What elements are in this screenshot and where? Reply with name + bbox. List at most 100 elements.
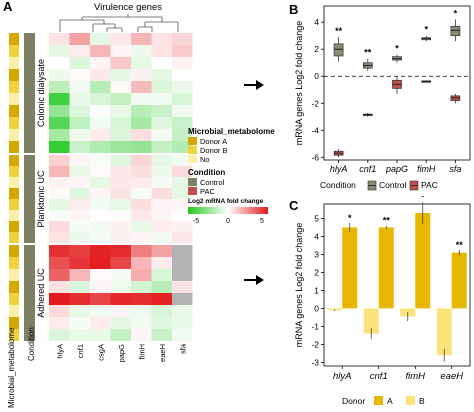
heatmap-cell	[49, 199, 70, 210]
group-label: Colonic dialysate	[36, 59, 46, 127]
bar-donor-a	[378, 227, 394, 309]
x-tick-label: eaeH	[440, 371, 463, 382]
heatmap-cell	[110, 293, 131, 305]
heatmap-cell	[69, 105, 90, 117]
heatmap-cell	[90, 199, 111, 210]
heatmap-cell	[172, 69, 193, 81]
y-tick-label: 0	[314, 303, 319, 313]
heatmap-cell	[49, 69, 70, 81]
heatmap-cell	[69, 57, 90, 69]
significance-marker: *	[454, 9, 458, 19]
heatmap-cell	[172, 210, 193, 221]
legend-swatch	[188, 187, 197, 195]
heatmap-cell	[90, 81, 111, 93]
heatmap-cell	[49, 177, 70, 188]
metabolome-annotation-cell	[9, 293, 19, 305]
heatmap-cell	[49, 129, 70, 141]
gene-label: papG	[117, 344, 126, 363]
legend-swatch	[374, 396, 383, 405]
heatmap-cell	[69, 317, 90, 329]
heatmap-cell	[49, 221, 70, 232]
heatmap-cell	[151, 329, 172, 341]
heatmap-cell	[151, 141, 172, 153]
metabolome-annotation-cell	[9, 317, 19, 329]
heatmap-cell	[131, 293, 152, 305]
y-tick-label: 2	[314, 44, 319, 54]
x-tick-label: sfa	[449, 164, 461, 174]
heatmap-cell	[69, 188, 90, 199]
heatmap-cell	[49, 141, 70, 153]
y-tick-label: 4	[314, 231, 319, 241]
heatmap-cell	[172, 129, 193, 141]
heatmap-cell	[49, 81, 70, 93]
heatmap-cell	[49, 155, 70, 166]
heatmap-cell	[172, 293, 193, 305]
y-tick-label: 1	[314, 285, 319, 295]
heatmap-cell	[69, 141, 90, 153]
heatmap-cell	[49, 93, 70, 105]
heatmap-cell	[131, 281, 152, 293]
heatmap-cell	[151, 210, 172, 221]
x-tick-label: fimH	[405, 371, 425, 382]
heatmap-cell	[131, 199, 152, 210]
y-tick-label: -2	[311, 339, 319, 349]
heatmap-cell	[110, 210, 131, 221]
heatmap-cell	[131, 221, 152, 232]
panel-letter-b: B	[289, 2, 299, 17]
box-control	[450, 25, 461, 37]
heatmap-cell	[49, 210, 70, 221]
heatmap-cell	[90, 177, 111, 188]
condition-annotation-bar	[24, 33, 35, 153]
heatmap-cell	[172, 305, 193, 317]
heatmap-cell	[90, 245, 111, 257]
heatmap-cell	[69, 221, 90, 232]
heatmap-cell	[69, 232, 90, 243]
heatmap-cell	[151, 33, 172, 45]
legend-title: Donor	[342, 396, 365, 406]
legend-label: Donor B	[200, 146, 228, 155]
heatmap-cell	[172, 33, 193, 45]
heatmap-cell	[69, 177, 90, 188]
heatmap-cell	[172, 155, 193, 166]
metabolome-annotation-cell	[9, 210, 19, 221]
heatmap-cell	[110, 245, 131, 257]
heatmap-cell	[110, 69, 131, 81]
fold-change-colorbar	[188, 207, 268, 214]
heatmap-cell	[49, 45, 70, 57]
heatmap-cell	[69, 305, 90, 317]
heatmap-cell	[131, 245, 152, 257]
heatmap-cell	[90, 105, 111, 117]
heatmap-cell	[131, 210, 152, 221]
heatmap-cell	[172, 269, 193, 281]
bar-donor-a	[415, 213, 431, 309]
metabolome-annotation-cell	[9, 199, 19, 210]
legend-label: Control	[200, 178, 225, 187]
heatmap-cell	[131, 81, 152, 93]
group-label: Planktonic UC	[36, 170, 46, 228]
heatmap-cell	[110, 33, 131, 45]
metabolome-annotation-cell	[9, 45, 19, 57]
heatmap-cell	[131, 188, 152, 199]
heatmap-cell	[69, 269, 90, 281]
heatmap-cell	[151, 281, 172, 293]
heatmap-cell	[49, 117, 70, 129]
heatmap-cell	[110, 129, 131, 141]
y-axis-label: mRNA genes Log2 fold change	[294, 21, 304, 146]
heatmap-cell	[69, 293, 90, 305]
heatmap-cell	[151, 117, 172, 129]
heatmap-cell	[151, 81, 172, 93]
bar-donor-b	[436, 308, 452, 356]
heatmap-cell	[110, 199, 131, 210]
heatmap-cell	[90, 155, 111, 166]
legend-label: No	[200, 155, 210, 164]
heatmap-cell	[69, 281, 90, 293]
heatmap-cell	[110, 269, 131, 281]
heatmap-cell	[49, 57, 70, 69]
heatmap-cell	[49, 317, 70, 329]
heatmap-cell	[90, 141, 111, 153]
heatmap-cell	[69, 93, 90, 105]
heatmap-cell	[110, 188, 131, 199]
metabolome-annotation-cell	[9, 245, 19, 257]
metabolome-annotation-cell	[9, 117, 19, 129]
x-tick-label: hlyA	[333, 371, 351, 382]
